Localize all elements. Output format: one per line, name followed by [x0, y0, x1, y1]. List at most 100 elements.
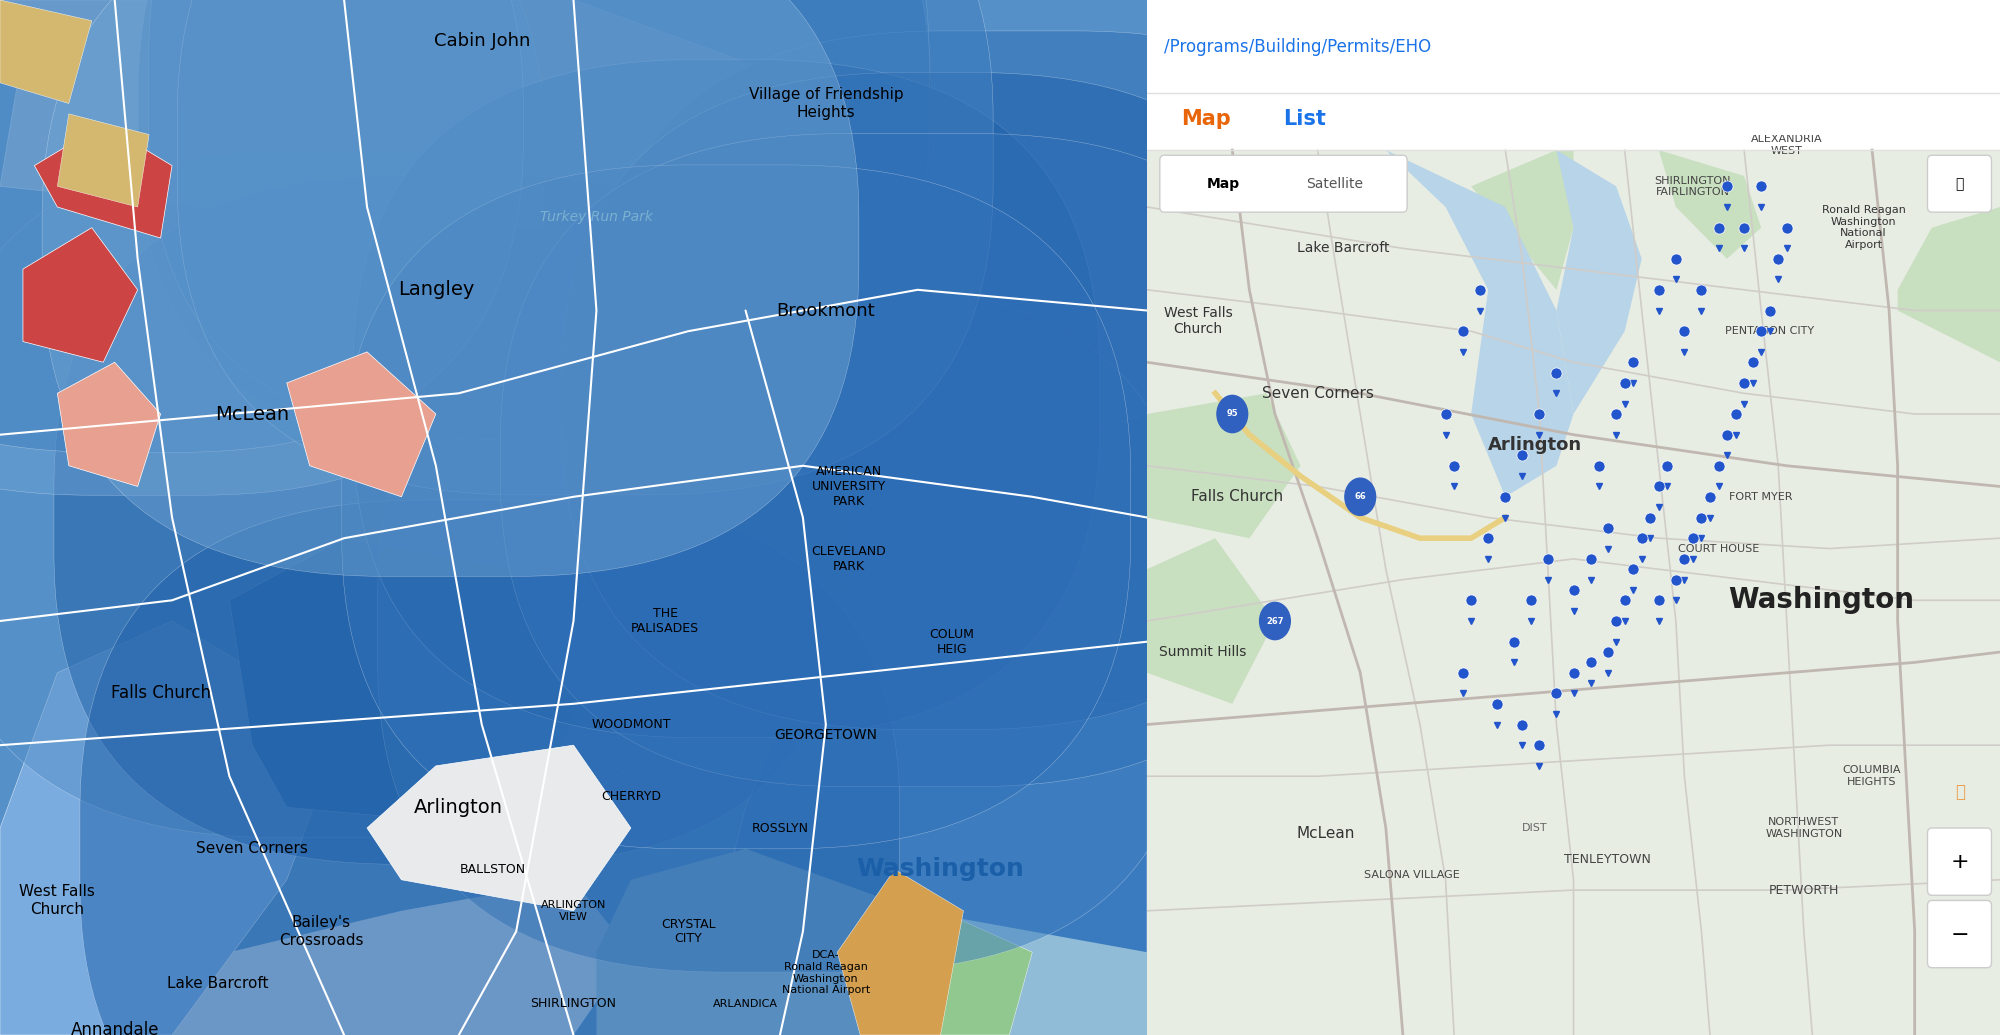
Text: Bailey's
Crossroads: Bailey's Crossroads — [278, 915, 364, 948]
Text: /Programs/Building/Permits/EHO: /Programs/Building/Permits/EHO — [1164, 37, 1432, 56]
Polygon shape — [1148, 538, 1274, 704]
Text: Annandale: Annandale — [70, 1021, 158, 1035]
Text: Map: Map — [1208, 177, 1240, 191]
Text: ⤢: ⤢ — [1956, 177, 1964, 191]
Text: Seven Corners: Seven Corners — [196, 841, 308, 856]
FancyBboxPatch shape — [0, 525, 588, 1035]
FancyBboxPatch shape — [362, 0, 1146, 405]
Polygon shape — [58, 114, 150, 207]
Polygon shape — [286, 352, 436, 497]
Text: DIST: DIST — [1522, 823, 1548, 833]
Polygon shape — [58, 362, 160, 486]
Text: Lincolnia: Lincolnia — [1342, 39, 1404, 54]
Text: ALEXANDRIA
WEST: ALEXANDRIA WEST — [1750, 135, 1822, 155]
Polygon shape — [0, 0, 802, 259]
Text: DEL RAY: DEL RAY — [1834, 51, 1886, 63]
Text: Satellite: Satellite — [1306, 177, 1364, 191]
Text: THE
PALISADES: THE PALISADES — [632, 607, 700, 635]
FancyBboxPatch shape — [580, 0, 1316, 543]
FancyBboxPatch shape — [362, 122, 1172, 779]
FancyBboxPatch shape — [746, 504, 1526, 1035]
FancyBboxPatch shape — [1160, 155, 1408, 212]
Bar — [1148, 0, 2000, 135]
Text: ARLINGTON
VIEW: ARLINGTON VIEW — [540, 900, 606, 921]
Text: CLEVELAND
PARK: CLEVELAND PARK — [812, 544, 886, 573]
Text: +: + — [1950, 852, 1970, 873]
Text: BALLSTON: BALLSTON — [460, 863, 526, 876]
Text: 267: 267 — [1266, 617, 1284, 625]
Text: TENLEYTOWN: TENLEYTOWN — [1564, 853, 1652, 865]
FancyBboxPatch shape — [0, 566, 658, 1035]
FancyBboxPatch shape — [1928, 828, 1992, 895]
Text: PETWORTH: PETWORTH — [1768, 884, 1838, 896]
FancyBboxPatch shape — [642, 274, 1432, 960]
Text: Arlington: Arlington — [1488, 436, 1582, 454]
Text: SHIRLINGTON
FAIRLINGTON: SHIRLINGTON FAIRLINGTON — [1654, 176, 1732, 197]
Text: PENTAGON CITY: PENTAGON CITY — [1726, 326, 1814, 336]
Polygon shape — [1148, 393, 1300, 538]
Circle shape — [1260, 602, 1290, 640]
Text: POTOMAC YARD: POTOMAC YARD — [1858, 88, 1946, 98]
Text: COLUM
HEIG: COLUM HEIG — [930, 627, 974, 656]
Polygon shape — [0, 0, 1148, 1035]
Text: Lake Barcroft: Lake Barcroft — [1296, 241, 1390, 256]
Polygon shape — [0, 621, 344, 1035]
Text: 🚶: 🚶 — [1954, 782, 1964, 801]
Text: SHIRLINGTON: SHIRLINGTON — [530, 998, 616, 1010]
Polygon shape — [1898, 207, 2000, 362]
Bar — [1148, 150, 2000, 1035]
Polygon shape — [1556, 150, 1642, 414]
Polygon shape — [596, 849, 1148, 1035]
Text: DCA-
Ronald Reagan
Washington
National Airport: DCA- Ronald Reagan Washington National A… — [782, 950, 870, 996]
Text: Seven Corners: Seven Corners — [1262, 386, 1374, 401]
Text: Washington: Washington — [856, 857, 1024, 882]
Text: FORT MYER: FORT MYER — [1730, 492, 1792, 502]
FancyBboxPatch shape — [368, 484, 1106, 1035]
Text: COURT HOUSE: COURT HOUSE — [1678, 543, 1760, 554]
Text: McLean: McLean — [1296, 826, 1356, 840]
Text: Langley: Langley — [398, 280, 474, 299]
Polygon shape — [22, 228, 138, 362]
Text: CRYSTAL
CITY: CRYSTAL CITY — [660, 917, 716, 946]
Text: Turkey Run Park: Turkey Run Park — [540, 210, 652, 225]
Text: Annandale: Annandale — [1166, 76, 1248, 90]
Circle shape — [1344, 478, 1376, 515]
Polygon shape — [688, 414, 1148, 1035]
Text: 66: 66 — [1354, 493, 1366, 501]
Polygon shape — [1386, 150, 1574, 497]
Text: 95: 95 — [1226, 410, 1238, 418]
Text: Ronald Reagan
Washington
National
Airport: Ronald Reagan Washington National Airpor… — [1822, 205, 1906, 250]
Text: Map: Map — [1182, 109, 1230, 129]
Text: NORTHWEST
WASHINGTON: NORTHWEST WASHINGTON — [1766, 818, 1842, 838]
Text: Village of Friendship
Heights: Village of Friendship Heights — [748, 87, 904, 120]
Polygon shape — [838, 869, 964, 1035]
Text: Falls Church: Falls Church — [110, 684, 210, 703]
FancyBboxPatch shape — [430, 0, 1242, 490]
FancyBboxPatch shape — [232, 20, 1056, 721]
Text: −: − — [1950, 924, 1970, 945]
Text: List: List — [1284, 109, 1326, 129]
Text: ROSSLYN: ROSSLYN — [752, 822, 808, 834]
Text: Washington: Washington — [1728, 586, 1914, 615]
FancyBboxPatch shape — [1928, 155, 1992, 212]
FancyBboxPatch shape — [1928, 900, 1992, 968]
Polygon shape — [368, 745, 630, 911]
Text: GEORGETOWN: GEORGETOWN — [774, 728, 878, 742]
Text: Summit Hills: Summit Hills — [1158, 645, 1246, 659]
Text: SALONA VILLAGE: SALONA VILLAGE — [1364, 869, 1460, 880]
Polygon shape — [0, 880, 630, 1035]
Text: West Falls
Church: West Falls Church — [20, 884, 96, 917]
Polygon shape — [0, 0, 92, 104]
FancyBboxPatch shape — [200, 452, 1014, 1035]
Text: AMERICAN
UNIVERSITY
PARK: AMERICAN UNIVERSITY PARK — [812, 465, 886, 508]
FancyBboxPatch shape — [640, 388, 1428, 1035]
Polygon shape — [34, 124, 172, 238]
Text: COLUMBIA
HEIGHTS: COLUMBIA HEIGHTS — [1842, 766, 1902, 787]
Text: Falls Church: Falls Church — [1190, 490, 1282, 504]
Text: West Falls
Church: West Falls Church — [1164, 305, 1232, 336]
Text: CHERRYD: CHERRYD — [600, 791, 660, 803]
FancyBboxPatch shape — [516, 0, 1292, 583]
Text: Cabin John: Cabin John — [434, 32, 530, 51]
Text: WOODMONT: WOODMONT — [592, 718, 670, 731]
Text: Lake Barcroft: Lake Barcroft — [168, 976, 268, 990]
